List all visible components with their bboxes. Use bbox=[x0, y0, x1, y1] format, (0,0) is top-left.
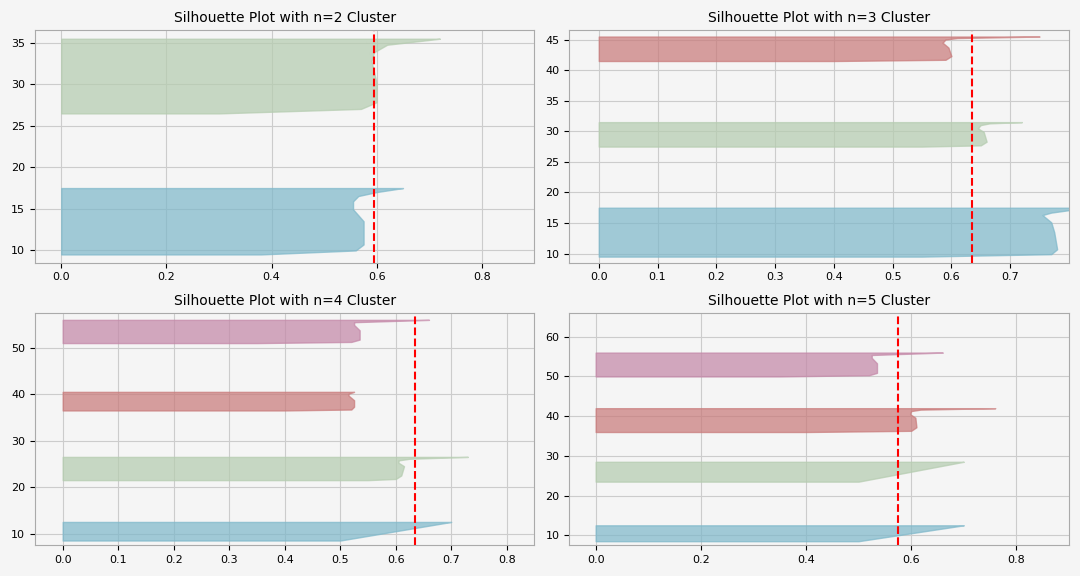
Title: Silhouette Plot with n=2 Cluster: Silhouette Plot with n=2 Cluster bbox=[174, 11, 395, 25]
Title: Silhouette Plot with n=5 Cluster: Silhouette Plot with n=5 Cluster bbox=[708, 294, 930, 308]
Title: Silhouette Plot with n=4 Cluster: Silhouette Plot with n=4 Cluster bbox=[174, 294, 395, 308]
Title: Silhouette Plot with n=3 Cluster: Silhouette Plot with n=3 Cluster bbox=[708, 11, 930, 25]
